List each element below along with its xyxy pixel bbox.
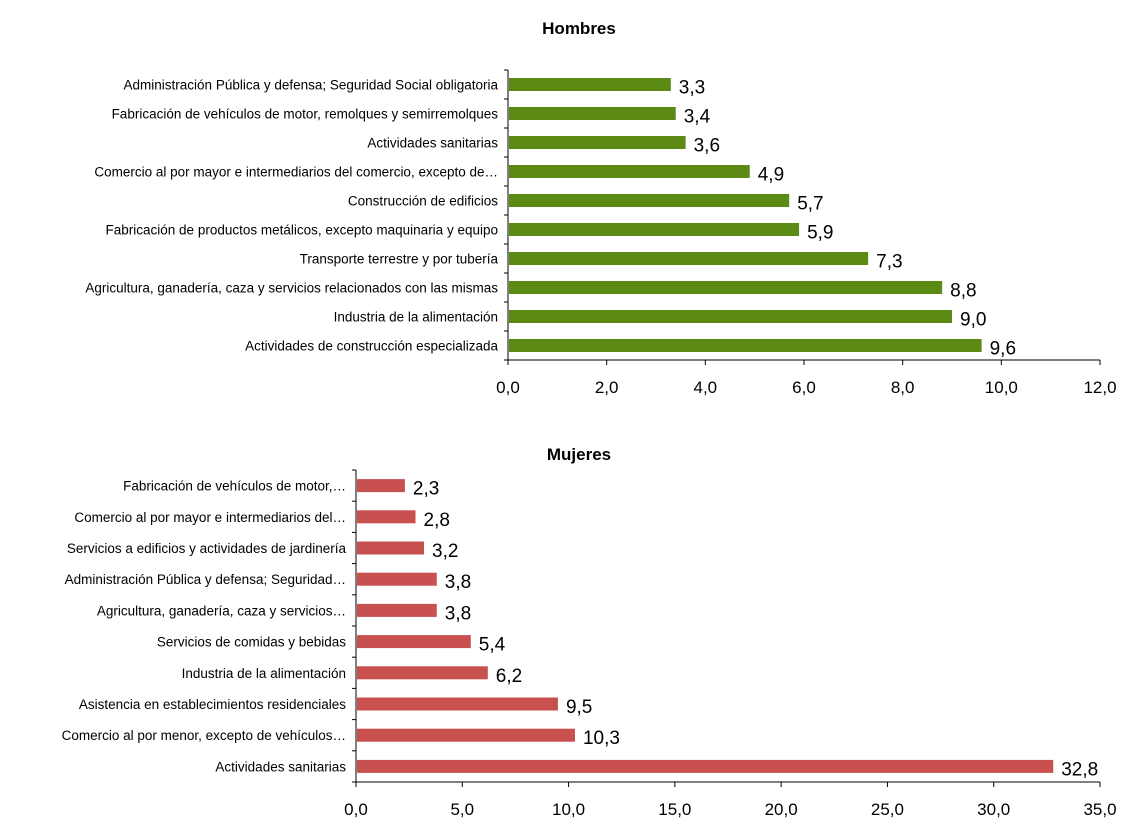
x-tick-label: 20,0 (765, 800, 798, 819)
x-tick-label: 10,0 (552, 800, 585, 819)
bar (509, 165, 750, 178)
category-label: Actividades de construcción especializad… (245, 339, 498, 354)
bar (509, 252, 869, 265)
x-tick-label: 6,0 (792, 378, 816, 397)
x-tick-label: 25,0 (871, 800, 904, 819)
category-label: Servicios de comidas y bebidas (157, 635, 346, 650)
category-label: Industria de la alimentación (334, 310, 498, 325)
x-tick-label: 8,0 (891, 378, 915, 397)
value-label: 3,6 (694, 136, 720, 157)
value-label: 3,2 (432, 541, 458, 562)
value-label: 10,3 (583, 728, 620, 749)
value-label: 9,5 (566, 697, 592, 718)
value-label: 3,3 (679, 78, 705, 99)
bar (509, 78, 671, 91)
bar (357, 572, 437, 586)
bar (357, 603, 437, 617)
x-tick-label: 12,0 (1083, 378, 1116, 397)
value-label: 9,6 (990, 339, 1016, 360)
chart-title-mujeres: Mujeres (547, 445, 611, 464)
x-tick-label: 0,0 (496, 378, 520, 397)
category-label: Fabricación de vehículos de motor, remol… (112, 107, 499, 122)
category-label: Construcción de edificios (348, 194, 498, 209)
chart-title-hombres: Hombres (542, 19, 616, 38)
value-label: 4,9 (758, 165, 784, 186)
category-label: Fabricación de vehículos de motor,… (123, 479, 346, 494)
x-tick-label: 15,0 (658, 800, 691, 819)
category-label: Administración Pública y defensa; Seguri… (65, 572, 346, 587)
value-label: 2,8 (424, 510, 450, 531)
bar (357, 697, 558, 711)
value-label: 9,0 (960, 310, 986, 331)
x-tick-label: 2,0 (595, 378, 619, 397)
category-label: Comercio al por mayor e intermediarios d… (94, 165, 498, 180)
value-label: 3,4 (684, 107, 711, 128)
x-tick-label: 5,0 (450, 800, 474, 819)
bar (357, 635, 471, 649)
category-label: Agricultura, ganadería, caza y servicios… (97, 603, 346, 618)
category-label: Agricultura, ganadería, caza y servicios… (85, 281, 498, 296)
bar (509, 136, 686, 149)
bar (509, 339, 982, 352)
value-label: 8,8 (950, 281, 976, 302)
category-label: Transporte terrestre y por tubería (300, 252, 499, 267)
value-label: 32,8 (1061, 759, 1098, 780)
bar (357, 510, 416, 524)
bar (509, 223, 800, 236)
category-label: Comercio al por menor, excepto de vehícu… (62, 728, 346, 743)
bar (357, 759, 1054, 773)
bar (509, 194, 790, 207)
value-label: 3,8 (445, 572, 471, 593)
category-label: Administración Pública y defensa; Seguri… (124, 78, 499, 93)
value-label: 7,3 (876, 252, 902, 273)
bar (357, 666, 488, 680)
category-label: Fabricación de productos metálicos, exce… (106, 223, 498, 238)
category-label: Servicios a edificios y actividades de j… (67, 541, 347, 556)
x-tick-label: 0,0 (344, 800, 368, 819)
bar (357, 728, 575, 742)
x-tick-label: 30,0 (977, 800, 1010, 819)
value-label: 2,3 (413, 479, 439, 500)
category-label: Actividades sanitarias (215, 759, 346, 774)
bar (509, 107, 676, 120)
value-label: 5,9 (807, 223, 833, 244)
value-label: 6,2 (496, 666, 522, 687)
chart-hombres: Hombres 0,0 2,0 4,0 6,0 8,0 10,0 12,0 Administr… (85, 19, 1116, 397)
bar (509, 281, 943, 294)
bar (509, 310, 952, 323)
value-label: 5,4 (479, 635, 506, 656)
category-label: Actividades sanitarias (367, 136, 498, 151)
category-label: Asistencia en establecimientos residenci… (79, 697, 346, 712)
value-label: 5,7 (797, 194, 823, 215)
category-label: Industria de la alimentación (182, 666, 346, 681)
x-tick-label: 10,0 (985, 378, 1018, 397)
chart-mujeres: Mujeres 0,0 5,0 10,0 15,0 20,0 25,0 30,0 35,0 Fa… (62, 445, 1117, 819)
category-label: Comercio al por mayor e intermediarios d… (74, 510, 346, 525)
x-tick-label: 4,0 (694, 378, 718, 397)
bar (357, 479, 405, 493)
value-label: 3,8 (445, 603, 471, 624)
bar (357, 541, 425, 555)
x-tick-label: 35,0 (1083, 800, 1116, 819)
